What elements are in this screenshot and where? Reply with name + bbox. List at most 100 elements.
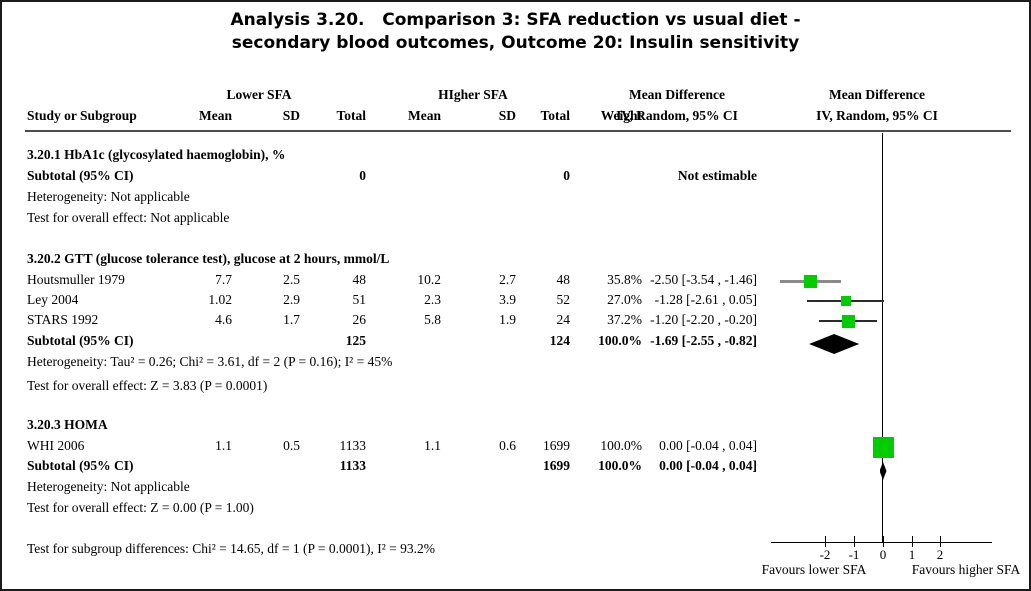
page-title-line2: secondary blood outcomes, Outcome 20: In… (231, 33, 800, 53)
col-header-sd-lower: SD (282, 108, 300, 123)
weight-value: 35.8% (607, 272, 642, 287)
subtotal-1-ci: Not estimable (677, 168, 757, 183)
section-1-heterogeneity: Heterogeneity: Not applicable (27, 189, 190, 204)
heterogeneity-row: Heterogeneity: Not applicable (2, 187, 1029, 207)
ci-value: 0.00 [-0.04 , 0.04] (659, 438, 757, 453)
overall-effect-row: Test for overall effect: Z = 0.00 (P = 1… (2, 498, 1029, 518)
section-2-overall-effect: Test for overall effect: Z = 3.83 (P = 0… (27, 378, 268, 393)
group-header-higher-sfa: HIgher SFA (438, 87, 508, 102)
subtotal-2-ci: -1.69 [-2.55 , -0.82] (650, 333, 757, 348)
header-divider-line (25, 130, 1011, 132)
sd-higher: 2.7 (499, 272, 516, 287)
column-header-row: Study or Subgroup Mean SD Total Mean SD … (2, 106, 1029, 126)
section-heading-row: 3.20.3 HOMA (2, 415, 1029, 435)
subtotal-row: Subtotal (95% CI) 1133 1699 100.0% 0.00 … (2, 456, 1029, 476)
total-higher: 48 (556, 272, 571, 287)
axis-tick-label: 0 (879, 547, 887, 562)
col-header-total-higher: Total (540, 108, 570, 123)
weight-value: 27.0% (607, 292, 642, 307)
subgroup-difference-test: Test for subgroup differences: Chi² = 14… (27, 541, 436, 556)
mean-higher: 1.1 (424, 438, 441, 453)
total-lower: 1133 (339, 438, 367, 453)
study-row: STARS 1992 4.6 1.7 26 5.8 1.9 24 37.2% -… (2, 310, 1029, 330)
section-3-heading: 3.20.3 HOMA (27, 417, 108, 432)
subtotal-row: Subtotal (95% CI) 0 0 Not estimable (2, 166, 1029, 186)
mean-difference-header-plot-col: Mean Difference (828, 87, 926, 102)
study-name: Ley 2004 (27, 292, 79, 307)
subtotal-1-total-lower: 0 (359, 168, 366, 183)
subtotal-3-label: Subtotal (95% CI) (27, 458, 134, 473)
sd-lower: 0.5 (283, 438, 300, 453)
subtotal-2-label: Subtotal (95% CI) (27, 333, 134, 348)
group-header-row: Lower SFA HIgher SFA Mean Difference Mea… (2, 85, 1029, 105)
mean-higher: 10.2 (417, 272, 441, 287)
axis-tick-label: -2 (819, 547, 831, 562)
study-row: Houtsmuller 1979 7.7 2.5 48 10.2 2.7 48 … (2, 270, 1029, 290)
forest-square-marker (872, 436, 894, 458)
heterogeneity-row: Heterogeneity: Tau² = 0.26; Chi² = 3.61,… (2, 352, 1029, 372)
subtotal-2-weight: 100.0% (598, 333, 642, 348)
subtotal-3-total-higher: 1699 (543, 458, 570, 473)
favours-left-label: Favours lower SFA (761, 562, 867, 577)
axis-tick (940, 536, 941, 547)
section-1-overall-effect: Test for overall effect: Not applicable (27, 210, 230, 225)
mean-difference-header-text-col: Mean Difference (628, 87, 726, 102)
study-row: WHI 2006 1.1 0.5 1133 1.1 0.6 1699 100.0… (2, 436, 1029, 456)
section-heading-row: 3.20.2 GTT (glucose tolerance test), glu… (2, 249, 1029, 269)
sd-lower: 2.5 (283, 272, 300, 287)
mean-higher: 5.8 (424, 312, 441, 327)
col-header-total-lower: Total (336, 108, 366, 123)
forest-diamond-marker (879, 462, 887, 480)
subtotal-1-label: Subtotal (95% CI) (27, 168, 134, 183)
overall-effect-row: Test for overall effect: Not applicable (2, 208, 1029, 228)
axis-tick-label: -1 (848, 547, 860, 562)
ci-value: -1.20 [-2.20 , -0.20] (650, 312, 757, 327)
subtotal-2-total-lower: 125 (345, 333, 366, 348)
total-higher: 52 (556, 292, 571, 307)
col-header-sd-higher: SD (498, 108, 516, 123)
total-higher: 24 (556, 312, 571, 327)
total-higher: 1699 (543, 438, 570, 453)
study-row: Ley 2004 1.02 2.9 51 2.3 3.9 52 27.0% -1… (2, 290, 1029, 310)
col-header-ci-plot: IV, Random, 95% CI (816, 108, 938, 123)
subtotal-row: Subtotal (95% CI) 125 124 100.0% -1.69 [… (2, 331, 1029, 351)
axis-tick (883, 536, 884, 547)
total-lower: 48 (352, 272, 367, 287)
col-header-weight: Weight (600, 108, 642, 123)
subtotal-3-weight: 100.0% (598, 458, 642, 473)
col-header-mean-lower: Mean (199, 108, 232, 123)
forest-square-marker (840, 296, 851, 306)
heterogeneity-row: Heterogeneity: Not applicable (2, 477, 1029, 497)
total-lower: 51 (352, 292, 367, 307)
sd-higher: 0.6 (499, 438, 516, 453)
forest-diamond-marker (809, 334, 860, 354)
axis-tick-label: 2 (936, 547, 944, 562)
section-1-heading: 3.20.1 HbA1c (glycosylated haemoglobin),… (27, 147, 286, 162)
total-lower: 26 (352, 312, 367, 327)
x-axis-line (771, 542, 992, 543)
mean-lower: 4.6 (215, 312, 232, 327)
section-2-heterogeneity: Heterogeneity: Tau² = 0.26; Chi² = 3.61,… (27, 354, 393, 369)
section-heading-row: 3.20.1 HbA1c (glycosylated haemoglobin),… (2, 145, 1029, 165)
subtotal-3-total-lower: 1133 (339, 458, 366, 473)
mean-lower: 1.1 (215, 438, 232, 453)
subtotal-1-total-higher: 0 (563, 168, 570, 183)
study-name: Houtsmuller 1979 (27, 272, 125, 287)
section-3-heterogeneity: Heterogeneity: Not applicable (27, 479, 190, 494)
sd-higher: 3.9 (499, 292, 516, 307)
mean-lower: 1.02 (208, 292, 232, 307)
mean-higher: 2.3 (424, 292, 441, 307)
axis-tick-label: 1 (908, 547, 916, 562)
col-header-ci-text: IV, Random, 95% CI (616, 108, 738, 123)
group-header-lower-sfa: Lower SFA (226, 87, 292, 102)
section-3-overall-effect: Test for overall effect: Z = 0.00 (P = 1… (27, 500, 254, 515)
mean-lower: 7.7 (215, 272, 232, 287)
col-header-mean-higher: Mean (408, 108, 441, 123)
section-2-heading: 3.20.2 GTT (glucose tolerance test), glu… (27, 251, 390, 266)
weight-value: 100.0% (600, 438, 642, 453)
subtotal-2-total-higher: 124 (549, 333, 570, 348)
axis-tick (825, 536, 826, 547)
study-name: WHI 2006 (27, 438, 85, 453)
subgroup-test-row: Test for subgroup differences: Chi² = 14… (2, 539, 1029, 559)
